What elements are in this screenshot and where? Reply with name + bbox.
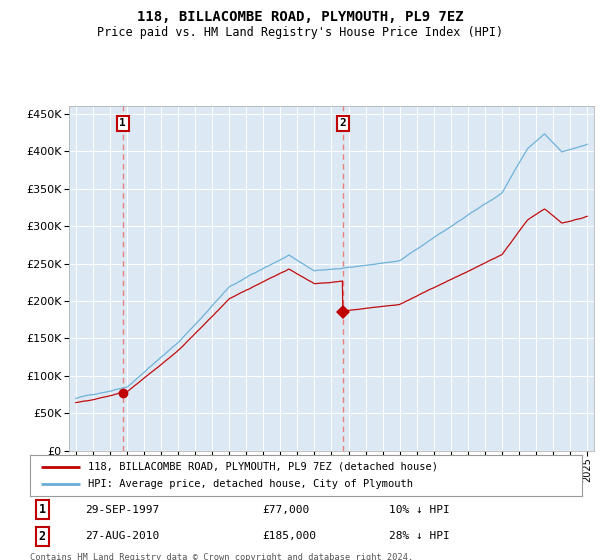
Text: 118, BILLACOMBE ROAD, PLYMOUTH, PL9 7EZ (detached house): 118, BILLACOMBE ROAD, PLYMOUTH, PL9 7EZ … — [88, 461, 438, 472]
Text: 1: 1 — [119, 119, 126, 128]
Text: Price paid vs. HM Land Registry's House Price Index (HPI): Price paid vs. HM Land Registry's House … — [97, 26, 503, 39]
Text: Contains HM Land Registry data © Crown copyright and database right 2024.
This d: Contains HM Land Registry data © Crown c… — [30, 553, 413, 560]
Text: 118, BILLACOMBE ROAD, PLYMOUTH, PL9 7EZ: 118, BILLACOMBE ROAD, PLYMOUTH, PL9 7EZ — [137, 10, 463, 24]
Text: 28% ↓ HPI: 28% ↓ HPI — [389, 531, 449, 542]
Text: HPI: Average price, detached house, City of Plymouth: HPI: Average price, detached house, City… — [88, 479, 413, 489]
Text: 2: 2 — [340, 119, 346, 128]
Text: £185,000: £185,000 — [262, 531, 316, 542]
Text: 10% ↓ HPI: 10% ↓ HPI — [389, 505, 449, 515]
Text: £77,000: £77,000 — [262, 505, 309, 515]
Text: 27-AUG-2010: 27-AUG-2010 — [85, 531, 160, 542]
Text: 1: 1 — [38, 503, 46, 516]
Text: 29-SEP-1997: 29-SEP-1997 — [85, 505, 160, 515]
Text: 2: 2 — [38, 530, 46, 543]
